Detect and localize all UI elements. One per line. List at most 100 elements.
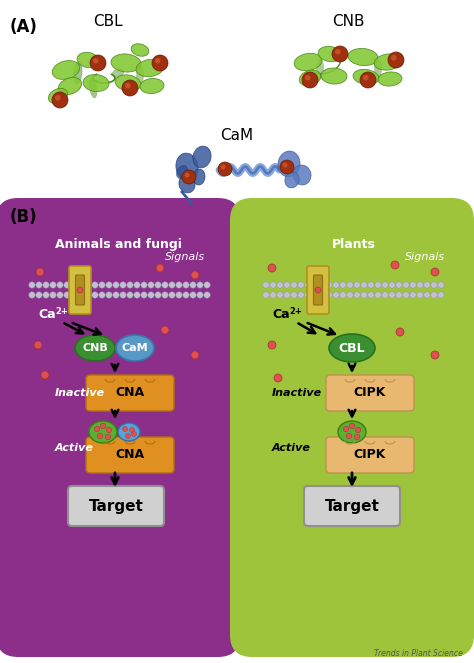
Ellipse shape	[179, 175, 195, 193]
Circle shape	[389, 282, 395, 288]
Circle shape	[333, 282, 339, 288]
Circle shape	[41, 371, 49, 379]
Circle shape	[375, 292, 381, 298]
Ellipse shape	[321, 68, 347, 84]
Circle shape	[410, 282, 416, 288]
Circle shape	[326, 292, 332, 298]
Circle shape	[270, 282, 276, 288]
Ellipse shape	[378, 72, 402, 86]
Ellipse shape	[52, 60, 80, 80]
Circle shape	[431, 292, 437, 298]
FancyBboxPatch shape	[68, 486, 164, 526]
FancyBboxPatch shape	[230, 198, 474, 657]
Circle shape	[431, 351, 439, 359]
Circle shape	[277, 292, 283, 298]
Text: 2+: 2+	[55, 307, 68, 316]
Ellipse shape	[116, 335, 154, 361]
Circle shape	[343, 426, 349, 432]
Circle shape	[176, 282, 182, 288]
Circle shape	[78, 292, 84, 298]
Circle shape	[280, 160, 294, 174]
Ellipse shape	[136, 60, 164, 77]
Ellipse shape	[293, 165, 311, 185]
Circle shape	[396, 328, 404, 336]
Circle shape	[55, 95, 61, 101]
Circle shape	[176, 292, 182, 298]
Circle shape	[197, 292, 203, 298]
Circle shape	[169, 282, 175, 288]
Circle shape	[106, 427, 112, 433]
Circle shape	[34, 341, 42, 349]
Text: CaM: CaM	[220, 128, 254, 143]
Circle shape	[291, 292, 297, 298]
Circle shape	[218, 162, 232, 176]
Circle shape	[361, 292, 367, 298]
Ellipse shape	[317, 59, 324, 79]
Circle shape	[417, 292, 423, 298]
Circle shape	[120, 292, 126, 298]
Circle shape	[161, 326, 169, 334]
Circle shape	[312, 292, 318, 298]
Circle shape	[363, 75, 369, 81]
Circle shape	[298, 292, 304, 298]
Circle shape	[71, 282, 77, 288]
FancyBboxPatch shape	[86, 375, 174, 411]
Ellipse shape	[137, 65, 144, 85]
Circle shape	[305, 292, 311, 298]
Circle shape	[29, 292, 35, 298]
Circle shape	[391, 55, 397, 60]
Circle shape	[155, 282, 161, 288]
Text: Ca: Ca	[38, 308, 55, 321]
Text: Active: Active	[55, 443, 94, 453]
Ellipse shape	[111, 54, 141, 72]
Circle shape	[263, 282, 269, 288]
Circle shape	[52, 92, 68, 108]
Ellipse shape	[140, 78, 164, 93]
FancyBboxPatch shape	[69, 266, 91, 314]
Text: Trends in Plant Science: Trends in Plant Science	[374, 649, 463, 658]
Circle shape	[191, 271, 199, 279]
Circle shape	[126, 434, 130, 438]
Circle shape	[361, 282, 367, 288]
Circle shape	[389, 292, 395, 298]
Circle shape	[50, 292, 56, 298]
Text: Inactive: Inactive	[55, 388, 105, 398]
Circle shape	[152, 55, 168, 71]
Text: Animals and fungi: Animals and fungi	[55, 238, 182, 251]
FancyBboxPatch shape	[307, 266, 329, 314]
Circle shape	[284, 292, 290, 298]
Circle shape	[274, 374, 282, 382]
Circle shape	[431, 268, 439, 276]
Ellipse shape	[278, 151, 300, 177]
Circle shape	[43, 292, 49, 298]
Circle shape	[438, 282, 444, 288]
Text: CIPK: CIPK	[354, 448, 386, 461]
Circle shape	[131, 432, 137, 436]
Ellipse shape	[294, 53, 322, 71]
Circle shape	[93, 58, 99, 64]
Circle shape	[64, 282, 70, 288]
Circle shape	[78, 282, 84, 288]
Circle shape	[340, 282, 346, 288]
Circle shape	[134, 282, 140, 288]
FancyBboxPatch shape	[0, 198, 240, 657]
Ellipse shape	[112, 69, 124, 78]
Circle shape	[162, 292, 168, 298]
Circle shape	[162, 282, 168, 288]
Circle shape	[347, 292, 353, 298]
Circle shape	[368, 282, 374, 288]
Circle shape	[57, 292, 63, 298]
Circle shape	[113, 282, 119, 288]
Circle shape	[319, 282, 325, 288]
Ellipse shape	[299, 70, 321, 86]
Circle shape	[375, 282, 381, 288]
Circle shape	[43, 282, 49, 288]
FancyBboxPatch shape	[304, 486, 400, 526]
Ellipse shape	[75, 335, 115, 361]
Circle shape	[50, 282, 56, 288]
Circle shape	[148, 282, 154, 288]
FancyBboxPatch shape	[75, 275, 84, 305]
Text: 2+: 2+	[289, 307, 302, 316]
Ellipse shape	[77, 52, 99, 68]
Circle shape	[85, 282, 91, 288]
